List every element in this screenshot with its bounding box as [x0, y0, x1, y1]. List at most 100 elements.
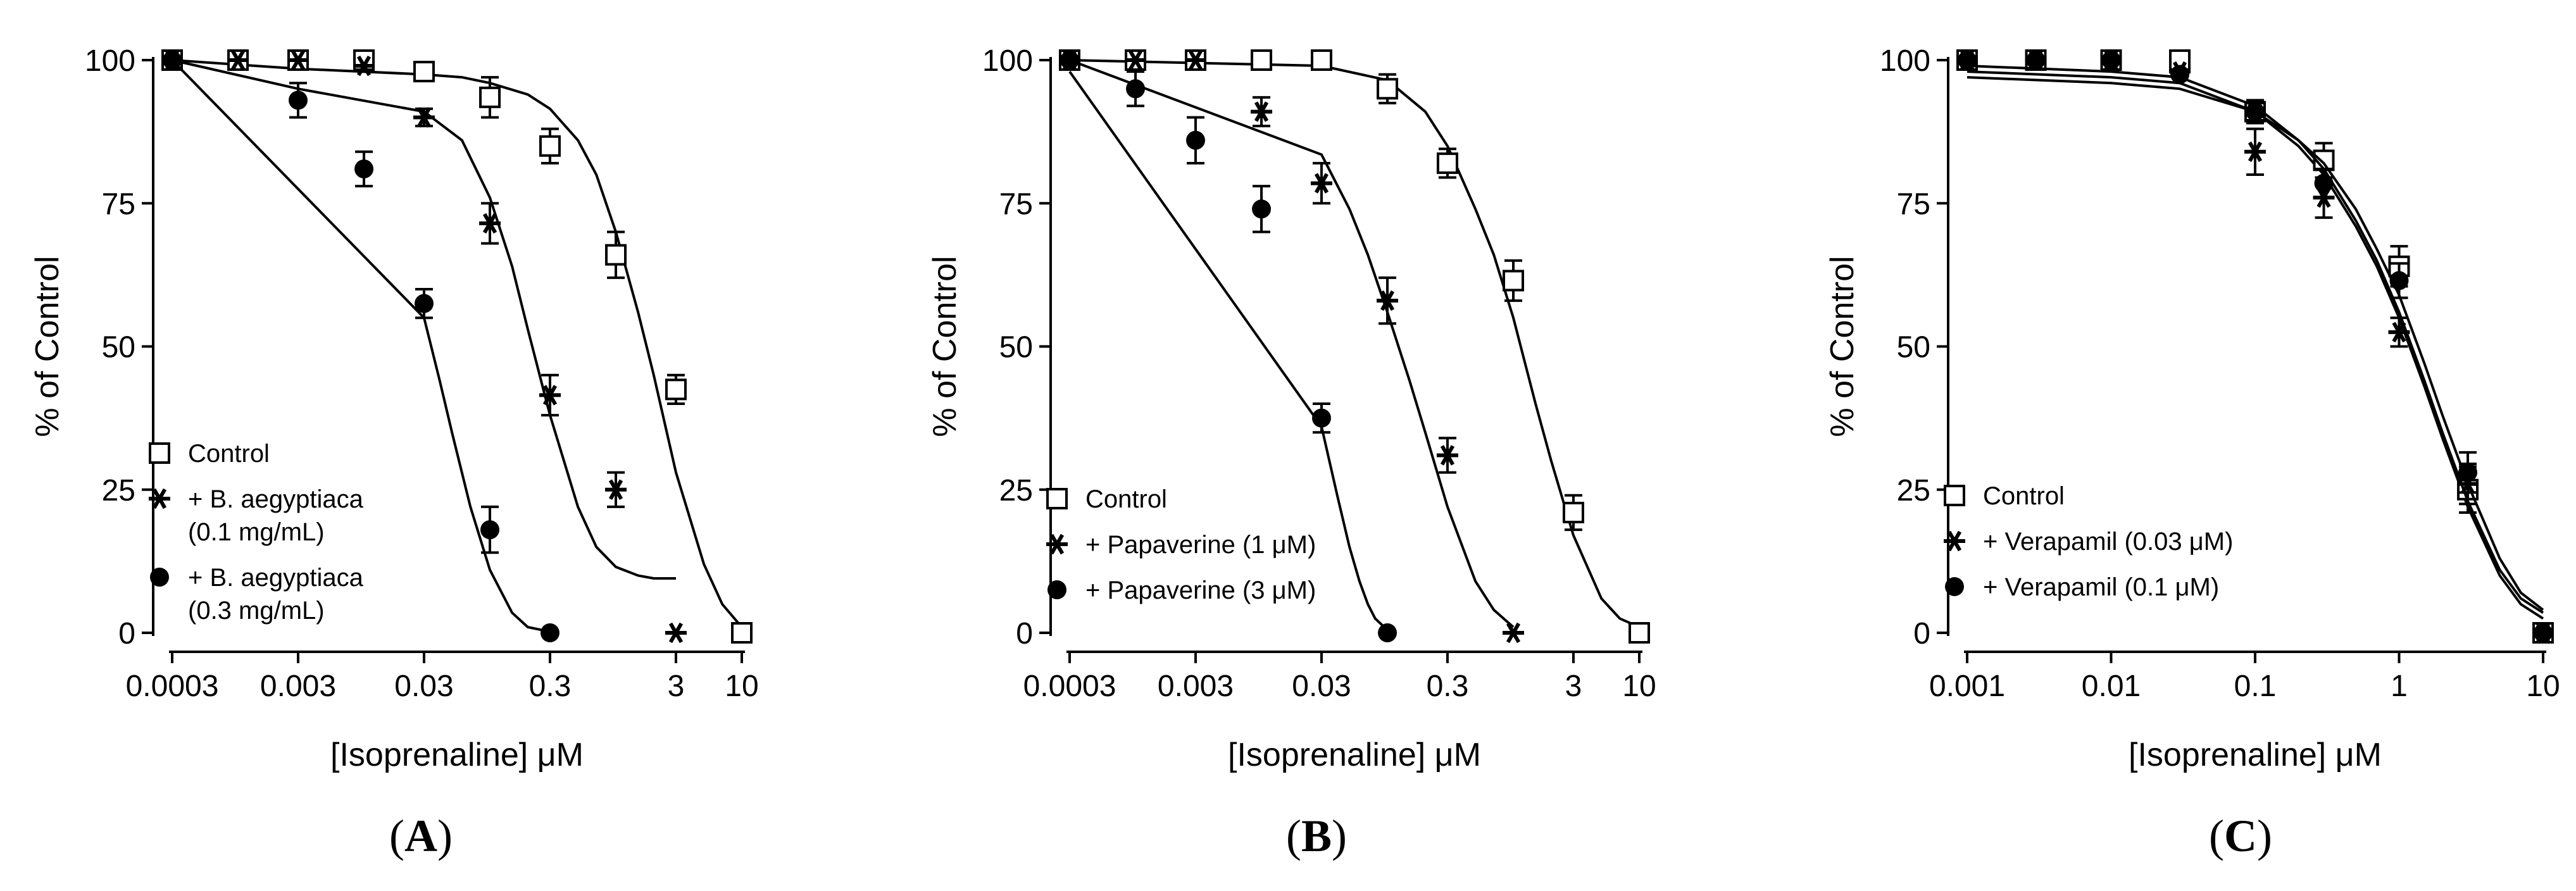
panel-label-open: (: [2209, 811, 2224, 861]
data-point-circle: [414, 294, 434, 313]
data-point-circle: [540, 623, 560, 642]
series-2: [1958, 51, 2553, 642]
series-2: [163, 51, 560, 642]
panel-label-b: (B): [1286, 811, 1347, 861]
data-point-circle: [2101, 51, 2121, 70]
data-point-circle: [2389, 271, 2409, 290]
data-point-circle: [2534, 623, 2553, 642]
legend-label: + B. aegyptiaca: [188, 564, 364, 592]
legend-label: + Verapamil (0.1 μM): [1983, 573, 2219, 601]
y-tick-label: 100: [85, 44, 135, 78]
data-point-square: [539, 135, 561, 157]
y-tick-label: 25: [102, 474, 135, 508]
data-point-circle: [2246, 102, 2265, 122]
data-point-circle: [354, 159, 374, 178]
data-point-circle: [2314, 173, 2334, 193]
y-tick-label: 25: [1897, 474, 1930, 508]
x-axis-title: [Isoprenaline] μM: [2129, 737, 2382, 773]
legend: Control + Verapamil (0.03 μM) + Verapamil …: [1944, 482, 2233, 601]
series-1: [1059, 51, 1524, 642]
legend-label: Control: [1085, 485, 1167, 513]
data-point-square: [1629, 622, 1650, 644]
x-tick-label: 3: [668, 670, 685, 703]
legend-label: Control: [188, 440, 270, 468]
data-point-circle: [2026, 51, 2046, 70]
data-point-circle: [288, 90, 308, 110]
chart-panel-b: 0 25 50 75 100 0.0003 0.003 0.03 0.3 3 10 [Isoprena…: [927, 44, 1656, 861]
y-tick-label: 75: [102, 187, 135, 221]
legend-label: + Papaverine (3 μM): [1085, 576, 1316, 604]
data-point-square: [665, 378, 687, 401]
fit-curve: [1069, 59, 1640, 628]
data-point-square: [1503, 270, 1525, 292]
legend-label: + Papaverine (1 μM): [1085, 531, 1316, 559]
fit-curve: [1966, 76, 2544, 611]
y-tick-label: 100: [1880, 44, 1930, 78]
panel-label-close: ): [437, 811, 453, 861]
data-point-circle: [1958, 51, 1977, 70]
chart-panel-a: 0 25 50 75 100 0.0003 0.003 0.03 0.3 3 10 [Isoprena…: [29, 44, 759, 861]
y-tick-label: 0: [1913, 617, 1930, 651]
y-tick-label: 50: [1897, 331, 1930, 364]
data-point-circle: [2458, 463, 2478, 482]
legend-label: + Verapamil (0.03 μM): [1983, 528, 2233, 556]
fit-curve: [1966, 70, 2544, 620]
series-2: [1060, 51, 1397, 642]
data-point-circle: [1311, 408, 1331, 428]
legend: Control + B. aegyptiaca (0.1 mg/mL) + B. ae…: [149, 440, 364, 625]
legend-marker-circle: [1945, 577, 1964, 596]
x-tick-label: 3: [1565, 670, 1582, 703]
data-point-square: [1377, 78, 1399, 100]
data-point-circle: [1252, 199, 1272, 219]
x-tick-label: 0.3: [529, 670, 572, 703]
data-point-square: [1436, 152, 1458, 174]
fit-curve: [1068, 70, 1389, 631]
chart-panel-c: 0 25 50 75 100 0.001 0.01 0.1 1 10 [Isoprenaline] …: [1824, 44, 2560, 861]
x-tick-label: 0.0003: [126, 670, 219, 703]
data-point-circle: [480, 520, 500, 540]
data-point-square: [413, 61, 435, 83]
legend-marker-circle: [150, 568, 169, 587]
legend-label: (0.1 mg/mL): [188, 518, 325, 546]
panel-label-a: (A): [389, 811, 453, 861]
y-tick-label: 0: [1016, 617, 1033, 651]
legend-label: (0.3 mg/mL): [188, 597, 325, 625]
panel-label-letter: B: [1301, 811, 1332, 861]
data-point-circle: [1060, 51, 1079, 70]
y-axis-title: % of Control: [927, 256, 963, 437]
panel-label-letter: C: [2224, 811, 2257, 861]
series-0: [161, 49, 753, 644]
fit-curve: [172, 59, 743, 628]
data-point-circle: [163, 51, 182, 70]
data-point-circle: [1185, 130, 1205, 150]
data-point-square: [1562, 501, 1584, 523]
x-axis-title: [Isoprenaline] μM: [1228, 737, 1481, 773]
fit-curve: [1069, 59, 1515, 628]
data-point-circle: [2170, 65, 2190, 84]
x-tick-label: 10: [1622, 670, 1656, 703]
data-point-circle: [1126, 79, 1146, 99]
x-tick-label: 0.01: [2082, 670, 2141, 703]
x-tick-label: 0.001: [1929, 670, 2005, 703]
data-point-square: [605, 244, 627, 266]
fit-curve: [171, 59, 551, 633]
panel-label-letter: A: [404, 811, 437, 861]
x-tick-label: 0.03: [394, 670, 453, 703]
y-axis-title: % of Control: [29, 256, 66, 437]
legend-label: + B. aegyptiaca: [188, 485, 364, 513]
legend: Control + Papaverine (1 μM) + Papaverine (…: [1046, 485, 1316, 604]
panel-label-c: (C): [2209, 811, 2272, 861]
panel-label-open: (: [389, 811, 404, 861]
panel-label-close: ): [2257, 811, 2272, 861]
y-tick-label: 25: [999, 474, 1033, 508]
data-point-square: [479, 86, 501, 108]
x-tick-label: 0.3: [1427, 670, 1469, 703]
x-tick-label: 10: [2526, 670, 2560, 703]
fit-curve: [1966, 65, 2544, 614]
data-point-circle: [1378, 623, 1397, 642]
data-point-square: [1251, 49, 1273, 71]
y-tick-label: 75: [1897, 187, 1930, 221]
y-tick-label: 75: [999, 187, 1033, 221]
x-tick-label: 0.1: [2234, 670, 2277, 703]
